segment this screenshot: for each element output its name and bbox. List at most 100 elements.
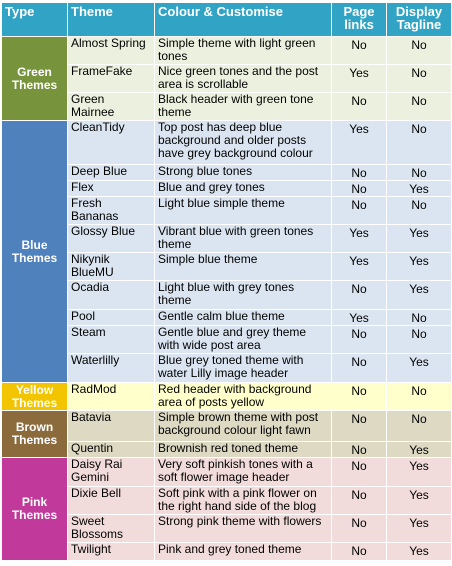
description: Light blue simple theme: [154, 196, 332, 225]
type-cell: Blue Themes: [1, 120, 68, 383]
theme-row: Yellow Themes RadMod Red header with backg…: [1, 382, 452, 411]
header-cell: Display Tagline: [386, 2, 452, 37]
display-tagline: Yes: [386, 353, 452, 383]
theme-row: Blue Themes CleanTidy Top post has deep bl…: [1, 120, 452, 383]
page-links: No: [331, 164, 387, 181]
page-links: No: [331, 92, 387, 121]
theme-name: Almost Spring: [67, 36, 155, 65]
display-tagline: Yes: [386, 514, 452, 543]
theme-row: Pool Gentle calm blue theme Yes No: [2, 309, 452, 326]
description: Strong blue tones: [154, 164, 332, 181]
theme-row: Sweet Blossoms Strong pink theme with flo…: [2, 514, 452, 543]
header-cell: Colour & Customise: [154, 2, 332, 37]
display-tagline: No: [386, 410, 452, 442]
theme-name: Deep Blue: [67, 164, 155, 181]
theme-row: FrameFake Nice green tones and the post a…: [2, 64, 452, 93]
header-row: Type Theme Colour & Customise Page links Dis…: [1, 2, 452, 37]
description: Vibrant blue with green tones theme: [154, 224, 332, 253]
theme-row: Fresh Bananas Light blue simple theme No No: [2, 196, 452, 225]
display-tagline: No: [386, 92, 452, 121]
theme-name: Flex: [67, 180, 155, 197]
theme-name: Sweet Blossoms: [67, 514, 155, 543]
description: Simple blue theme: [154, 252, 332, 281]
description: Strong pink theme with flowers: [154, 514, 332, 543]
theme-name: Steam: [67, 325, 155, 354]
theme-name: Nikynik BlueMU: [67, 252, 155, 281]
theme-name: Daisy Rai Gemini: [67, 457, 155, 487]
description: Simple brown theme with post background …: [154, 410, 332, 442]
page-links: Yes: [331, 64, 387, 93]
description: Light blue with grey tones theme: [154, 280, 332, 310]
theme-row: Quentin Brownish red toned theme No Yes: [2, 441, 452, 458]
page-links: No: [331, 486, 387, 515]
type-cell: Green Themes: [1, 36, 68, 121]
page-links: No: [331, 410, 387, 442]
theme-row: Brown Themes Batavia Simple brown theme wi…: [1, 410, 452, 458]
theme-name: Glossy Blue: [67, 224, 155, 253]
page-links: No: [331, 514, 387, 543]
description: Black header with green tone theme: [154, 92, 332, 121]
theme-name: Dixie Bell: [67, 486, 155, 515]
theme-row: Ocadia Light blue with grey tones theme No…: [2, 280, 452, 310]
description: Blue and grey tones: [154, 180, 332, 197]
page-links: No: [331, 441, 387, 458]
type-cell: Brown Themes: [1, 410, 68, 458]
header-cell: Theme: [67, 2, 155, 37]
description: Pink and grey toned theme: [154, 542, 332, 561]
display-tagline: Yes: [386, 542, 452, 561]
type-cell: Yellow Themes: [1, 382, 68, 411]
display-tagline: No: [386, 164, 452, 181]
theme-name: Green Mairnee: [67, 92, 155, 121]
description: Soft pink with a pink flower on the righ…: [154, 486, 332, 515]
display-tagline: Yes: [386, 280, 452, 310]
theme-name: Quentin: [67, 441, 155, 458]
theme-row: Pink Themes Daisy Rai Gemini Very soft pin…: [1, 457, 452, 561]
header-cell: Page links: [331, 2, 387, 37]
page-links: No: [331, 457, 387, 487]
description: Nice green tones and the post area is sc…: [154, 64, 332, 93]
theme-row: Green Themes Almost Spring Simple theme wi…: [1, 36, 452, 121]
theme-row: Glossy Blue Vibrant blue with green tones…: [2, 224, 452, 253]
display-tagline: Yes: [386, 252, 452, 281]
display-tagline: No: [386, 196, 452, 225]
page-links: No: [331, 325, 387, 354]
description: Brownish red toned theme: [154, 441, 332, 458]
theme-row: Steam Gentle blue and grey theme with wid…: [2, 325, 452, 354]
theme-name: Ocadia: [67, 280, 155, 310]
theme-name: FrameFake: [67, 64, 155, 93]
theme-name: Fresh Bananas: [67, 196, 155, 225]
header-cell: Type: [1, 2, 68, 37]
theme-name: Batavia: [67, 410, 155, 442]
page-links: No: [331, 180, 387, 197]
page-links: No: [331, 280, 387, 310]
description: Very soft pinkish tones with a soft flow…: [154, 457, 332, 487]
page-links: No: [331, 542, 387, 561]
theme-row: Deep Blue Strong blue tones No No: [2, 164, 452, 181]
display-tagline: No: [386, 325, 452, 354]
page-links: No: [331, 353, 387, 383]
display-tagline: No: [386, 309, 452, 326]
page-links: Yes: [331, 224, 387, 253]
description: Gentle blue and grey theme with wide pos…: [154, 325, 332, 354]
theme-row: Waterlilly Blue grey toned theme with wat…: [2, 353, 452, 383]
display-tagline: No: [386, 64, 452, 93]
theme-row: Flex Blue and grey tones No Yes: [2, 180, 452, 197]
display-tagline: No: [386, 120, 452, 165]
display-tagline: No: [386, 382, 452, 411]
page-links: No: [331, 196, 387, 225]
display-tagline: No: [386, 36, 452, 65]
description: Top post has deep blue background and ol…: [154, 120, 332, 165]
page-links: No: [331, 36, 387, 65]
theme-name: Pool: [67, 309, 155, 326]
page-links: Yes: [331, 309, 387, 326]
description: Blue grey toned theme with water Lilly i…: [154, 353, 332, 383]
theme-name: Twilight: [67, 542, 155, 561]
page-links: Yes: [331, 252, 387, 281]
description: Simple theme with light green tones: [154, 36, 332, 65]
theme-name: Waterlilly: [67, 353, 155, 383]
display-tagline: Yes: [386, 486, 452, 515]
display-tagline: Yes: [386, 180, 452, 197]
display-tagline: Yes: [386, 457, 452, 487]
